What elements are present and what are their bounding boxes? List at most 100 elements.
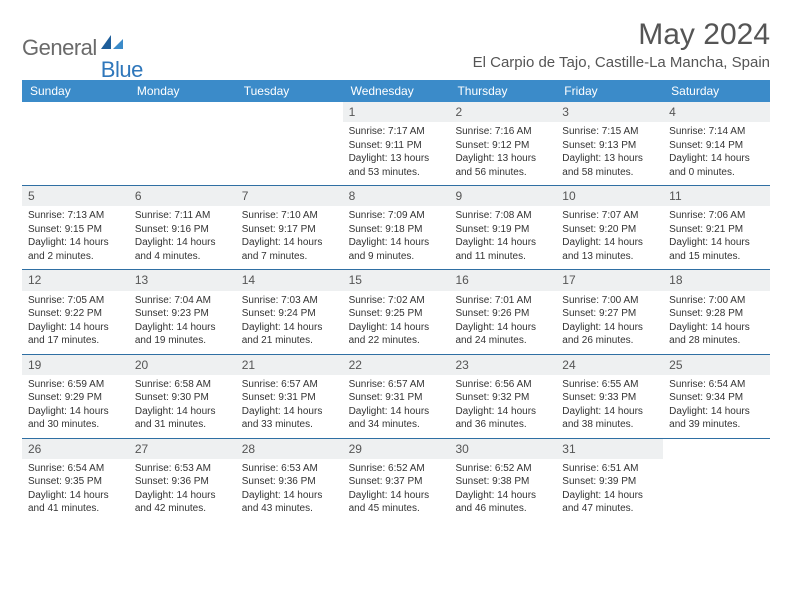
sunrise-text: Sunrise: 6:57 AM: [242, 378, 337, 392]
daylight-text-line2: and 24 minutes.: [455, 334, 550, 348]
day-number: 4: [663, 102, 770, 122]
sunrise-text: Sunrise: 7:16 AM: [455, 125, 550, 139]
sunrise-text: Sunrise: 6:55 AM: [562, 378, 657, 392]
daylight-text-line2: and 9 minutes.: [349, 250, 444, 264]
day-number: 11: [663, 186, 770, 206]
calendar-day-cell: 10Sunrise: 7:07 AMSunset: 9:20 PMDayligh…: [556, 186, 663, 269]
sunset-text: Sunset: 9:13 PM: [562, 139, 657, 153]
weekday-header: Monday: [129, 80, 236, 102]
calendar-day-cell: 1Sunrise: 7:17 AMSunset: 9:11 PMDaylight…: [343, 102, 450, 185]
day-number: 5: [22, 186, 129, 206]
calendar-day-cell: 17Sunrise: 7:00 AMSunset: 9:27 PMDayligh…: [556, 270, 663, 353]
location-subtitle: El Carpio de Tajo, Castille-La Mancha, S…: [473, 54, 770, 71]
month-title: May 2024: [473, 18, 770, 52]
sunrise-text: Sunrise: 6:52 AM: [455, 462, 550, 476]
daylight-text-line1: Daylight: 14 hours: [349, 321, 444, 335]
daylight-text-line2: and 30 minutes.: [28, 418, 123, 432]
day-number: 6: [129, 186, 236, 206]
daylight-text-line2: and 47 minutes.: [562, 502, 657, 516]
calendar-day-cell: 3Sunrise: 7:15 AMSunset: 9:13 PMDaylight…: [556, 102, 663, 185]
calendar-day-cell: 30Sunrise: 6:52 AMSunset: 9:38 PMDayligh…: [449, 439, 556, 522]
sunset-text: Sunset: 9:37 PM: [349, 475, 444, 489]
daylight-text-line1: Daylight: 14 hours: [669, 152, 764, 166]
calendar-day-cell: 16Sunrise: 7:01 AMSunset: 9:26 PMDayligh…: [449, 270, 556, 353]
weekday-header: Saturday: [663, 80, 770, 102]
daylight-text-line1: Daylight: 14 hours: [28, 321, 123, 335]
daylight-text-line2: and 19 minutes.: [135, 334, 230, 348]
sunrise-text: Sunrise: 7:04 AM: [135, 294, 230, 308]
daylight-text-line2: and 22 minutes.: [349, 334, 444, 348]
day-number: 30: [449, 439, 556, 459]
daylight-text-line2: and 17 minutes.: [28, 334, 123, 348]
title-block: May 2024 El Carpio de Tajo, Castille-La …: [473, 18, 770, 71]
day-number: 18: [663, 270, 770, 290]
day-number: 22: [343, 355, 450, 375]
daylight-text-line2: and 46 minutes.: [455, 502, 550, 516]
day-number: 28: [236, 439, 343, 459]
calendar-empty-cell: [236, 102, 343, 185]
daylight-text-line2: and 45 minutes.: [349, 502, 444, 516]
daylight-text-line1: Daylight: 14 hours: [669, 321, 764, 335]
day-number: 20: [129, 355, 236, 375]
daylight-text-line1: Daylight: 14 hours: [455, 321, 550, 335]
daylight-text-line1: Daylight: 14 hours: [135, 405, 230, 419]
day-number: 14: [236, 270, 343, 290]
header: General Blue May 2024 El Carpio de Tajo,…: [22, 18, 770, 72]
sunset-text: Sunset: 9:18 PM: [349, 223, 444, 237]
day-number: 12: [22, 270, 129, 290]
sunrise-text: Sunrise: 7:05 AM: [28, 294, 123, 308]
day-number: 24: [556, 355, 663, 375]
day-number: 23: [449, 355, 556, 375]
calendar-day-cell: 24Sunrise: 6:55 AMSunset: 9:33 PMDayligh…: [556, 355, 663, 438]
sunset-text: Sunset: 9:34 PM: [669, 391, 764, 405]
daylight-text-line1: Daylight: 14 hours: [135, 321, 230, 335]
sunrise-text: Sunrise: 6:59 AM: [28, 378, 123, 392]
sunrise-text: Sunrise: 6:54 AM: [669, 378, 764, 392]
sunset-text: Sunset: 9:31 PM: [242, 391, 337, 405]
sunset-text: Sunset: 9:14 PM: [669, 139, 764, 153]
day-number: 8: [343, 186, 450, 206]
sunset-text: Sunset: 9:25 PM: [349, 307, 444, 321]
calendar-day-cell: 19Sunrise: 6:59 AMSunset: 9:29 PMDayligh…: [22, 355, 129, 438]
daylight-text-line1: Daylight: 13 hours: [349, 152, 444, 166]
daylight-text-line2: and 21 minutes.: [242, 334, 337, 348]
day-number: 1: [343, 102, 450, 122]
daylight-text-line1: Daylight: 14 hours: [349, 489, 444, 503]
sunset-text: Sunset: 9:12 PM: [455, 139, 550, 153]
daylight-text-line1: Daylight: 14 hours: [28, 489, 123, 503]
sunrise-text: Sunrise: 7:00 AM: [562, 294, 657, 308]
brand-general-text: General: [22, 35, 97, 61]
calendar-week-row: 19Sunrise: 6:59 AMSunset: 9:29 PMDayligh…: [22, 354, 770, 438]
calendar-week-row: 12Sunrise: 7:05 AMSunset: 9:22 PMDayligh…: [22, 269, 770, 353]
daylight-text-line2: and 53 minutes.: [349, 166, 444, 180]
day-number: 16: [449, 270, 556, 290]
calendar-empty-cell: [22, 102, 129, 185]
calendar-empty-cell: [129, 102, 236, 185]
daylight-text-line2: and 38 minutes.: [562, 418, 657, 432]
daylight-text-line2: and 13 minutes.: [562, 250, 657, 264]
daylight-text-line1: Daylight: 14 hours: [242, 236, 337, 250]
calendar-day-cell: 22Sunrise: 6:57 AMSunset: 9:31 PMDayligh…: [343, 355, 450, 438]
day-number: 27: [129, 439, 236, 459]
sunset-text: Sunset: 9:36 PM: [135, 475, 230, 489]
calendar-day-cell: 7Sunrise: 7:10 AMSunset: 9:17 PMDaylight…: [236, 186, 343, 269]
calendar-empty-cell: [663, 439, 770, 522]
daylight-text-line2: and 28 minutes.: [669, 334, 764, 348]
sunrise-text: Sunrise: 6:57 AM: [349, 378, 444, 392]
day-number: 7: [236, 186, 343, 206]
calendar-day-cell: 29Sunrise: 6:52 AMSunset: 9:37 PMDayligh…: [343, 439, 450, 522]
sunset-text: Sunset: 9:31 PM: [349, 391, 444, 405]
daylight-text-line2: and 33 minutes.: [242, 418, 337, 432]
sunset-text: Sunset: 9:27 PM: [562, 307, 657, 321]
sunset-text: Sunset: 9:24 PM: [242, 307, 337, 321]
calendar-day-cell: 9Sunrise: 7:08 AMSunset: 9:19 PMDaylight…: [449, 186, 556, 269]
day-number: 15: [343, 270, 450, 290]
daylight-text-line2: and 31 minutes.: [135, 418, 230, 432]
calendar-day-cell: 6Sunrise: 7:11 AMSunset: 9:16 PMDaylight…: [129, 186, 236, 269]
weekday-header: Thursday: [449, 80, 556, 102]
daylight-text-line2: and 26 minutes.: [562, 334, 657, 348]
day-number: 13: [129, 270, 236, 290]
sunset-text: Sunset: 9:32 PM: [455, 391, 550, 405]
calendar-day-cell: 13Sunrise: 7:04 AMSunset: 9:23 PMDayligh…: [129, 270, 236, 353]
sunrise-text: Sunrise: 6:51 AM: [562, 462, 657, 476]
